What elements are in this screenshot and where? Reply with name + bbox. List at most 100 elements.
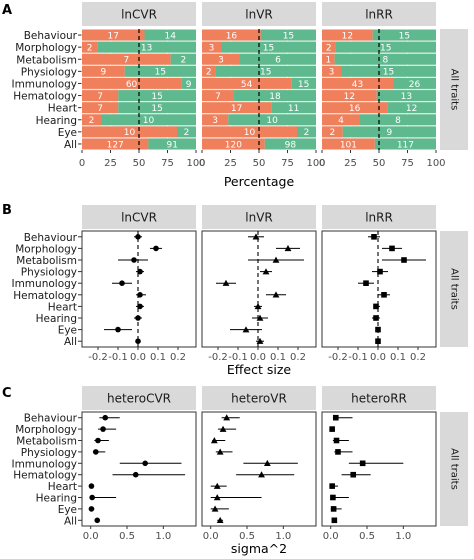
x-tick-label: 1.0 bbox=[395, 531, 411, 542]
category-label: Eye bbox=[58, 325, 77, 337]
x-tick-label: 0.0 bbox=[130, 352, 146, 363]
facet-title: heteroCVR bbox=[107, 392, 171, 406]
bar-left bbox=[82, 65, 125, 77]
bar-label-left: 9 bbox=[101, 68, 107, 78]
x-tick-label: 0.1 bbox=[390, 352, 406, 363]
category-label: Immunology bbox=[11, 78, 77, 90]
bar-label-right: 15 bbox=[151, 104, 162, 114]
category-label: Behaviour bbox=[24, 413, 78, 425]
point-triangle bbox=[219, 425, 227, 432]
facet-strip bbox=[322, 205, 436, 229]
point-triangle bbox=[263, 459, 271, 467]
bar-label-left: 120 bbox=[225, 140, 242, 150]
bar-label-right: 15 bbox=[380, 43, 391, 53]
bar-label-left: 2 bbox=[89, 116, 95, 126]
bar-left bbox=[202, 90, 234, 101]
bar-label-left: 127 bbox=[107, 140, 124, 150]
bar-label-left: 12 bbox=[344, 92, 355, 102]
bar-label-left: 2 bbox=[329, 128, 335, 138]
point-triangle bbox=[272, 256, 280, 263]
bar-label-left: 3 bbox=[209, 43, 215, 53]
bar-right bbox=[97, 41, 196, 53]
bar-left bbox=[322, 29, 373, 41]
x-tick-label: 0.5 bbox=[119, 531, 135, 542]
category-label: Hematology bbox=[13, 91, 77, 103]
point-circle bbox=[132, 471, 139, 478]
bar-left bbox=[322, 41, 336, 53]
x-tick-label: 100 bbox=[426, 158, 445, 169]
x-tick-label: 0 bbox=[199, 158, 205, 169]
bar-left bbox=[322, 90, 377, 101]
point-square bbox=[389, 245, 395, 252]
bar-right bbox=[240, 53, 316, 65]
point-circle bbox=[92, 449, 99, 455]
facet-strip bbox=[202, 205, 316, 229]
point-square bbox=[330, 506, 337, 512]
bar-label-right: 15 bbox=[260, 68, 271, 78]
category-label: All bbox=[64, 515, 77, 527]
bar-left bbox=[322, 65, 341, 77]
point-triangle bbox=[213, 494, 221, 501]
bar-right bbox=[215, 65, 316, 77]
point-circle bbox=[142, 460, 148, 467]
point-circle bbox=[102, 414, 109, 421]
x-tick-label: 0.2 bbox=[290, 352, 306, 363]
bar-right bbox=[271, 102, 316, 114]
x-tick-label: -0.2 bbox=[88, 352, 108, 363]
x-tick-label: 0.2 bbox=[170, 352, 186, 363]
bar-left bbox=[322, 78, 394, 89]
bar-label-left: 2 bbox=[87, 43, 93, 53]
facet-title: lnRR bbox=[365, 8, 393, 22]
category-label: Morphology bbox=[15, 243, 77, 255]
bar-label-right: 15 bbox=[399, 31, 410, 41]
point-square bbox=[350, 471, 357, 478]
category-label: All bbox=[64, 336, 77, 348]
bar-right bbox=[264, 138, 316, 150]
facet-strip bbox=[202, 386, 316, 410]
point-square bbox=[371, 234, 377, 240]
facet-strip bbox=[82, 386, 196, 410]
bar-left bbox=[82, 138, 149, 150]
x-tick-label: 0.5 bbox=[239, 531, 255, 542]
point-triangle bbox=[211, 505, 219, 512]
facet-title: heteroRR bbox=[351, 392, 407, 406]
bar-left bbox=[82, 29, 145, 41]
bar-label-right: 13 bbox=[141, 43, 152, 53]
point-circle bbox=[119, 280, 125, 287]
point-square bbox=[331, 517, 338, 524]
point-triangle bbox=[210, 437, 218, 444]
bar-right bbox=[360, 114, 436, 126]
bar-label-left: 7 bbox=[97, 104, 103, 114]
bar-right bbox=[342, 126, 436, 138]
point-square bbox=[333, 437, 340, 444]
point-circle bbox=[137, 292, 143, 298]
point-square bbox=[373, 303, 379, 310]
category-label: Hematology bbox=[13, 290, 77, 302]
plot-panel bbox=[201, 230, 317, 348]
point-circle bbox=[94, 517, 101, 524]
point-square bbox=[335, 449, 341, 455]
category-label: Physiology bbox=[21, 447, 77, 459]
bar-label-left: 60 bbox=[126, 80, 138, 90]
point-square bbox=[329, 483, 335, 489]
x-tick-label: 0.1 bbox=[150, 352, 166, 363]
x-tick-label: 75 bbox=[401, 158, 414, 169]
bar-right bbox=[228, 114, 316, 126]
point-square bbox=[401, 257, 407, 263]
bar-label-right: 18 bbox=[269, 92, 281, 102]
bar-label-right: 8 bbox=[395, 116, 401, 126]
bar-label-right: 13 bbox=[401, 92, 412, 102]
bar-right bbox=[335, 41, 436, 53]
bar-label-left: 10 bbox=[124, 128, 136, 138]
bar-label-right: 15 bbox=[155, 68, 166, 78]
category-label: Eye bbox=[58, 504, 77, 516]
bar-left bbox=[82, 41, 98, 53]
panel-letter: C bbox=[2, 386, 12, 401]
bar-label-left: 54 bbox=[241, 80, 253, 90]
bar-right bbox=[221, 41, 316, 53]
row-strip-label: All traits bbox=[449, 268, 460, 310]
bar-left bbox=[322, 53, 335, 65]
point-square bbox=[373, 315, 379, 321]
point-triangle bbox=[216, 516, 224, 524]
category-label: Heart bbox=[48, 301, 77, 313]
